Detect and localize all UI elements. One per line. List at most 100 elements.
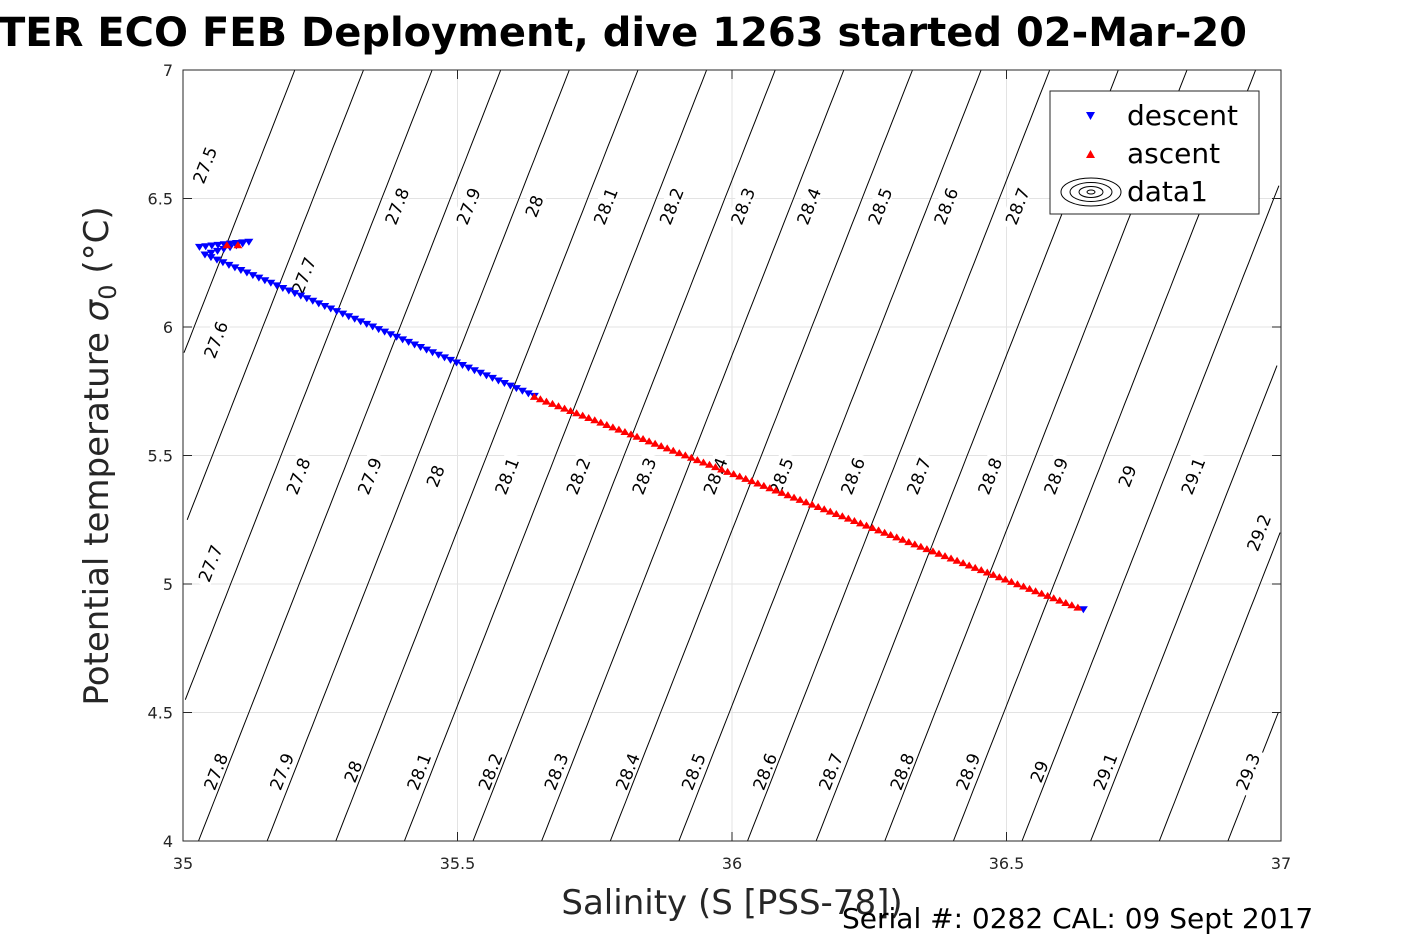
ascent-point — [892, 533, 902, 541]
ascent-point — [662, 444, 672, 452]
ascent-point — [560, 404, 570, 412]
descent-point — [374, 326, 384, 334]
y-axis-label-sub: 0 — [94, 284, 122, 299]
isopycnal-label-bg — [1241, 507, 1275, 557]
ascent-point — [632, 432, 642, 440]
descent-point — [463, 364, 473, 372]
isopycnal-label-bg — [538, 746, 573, 796]
ascent-point — [529, 392, 539, 400]
isopycnal-label-bg — [520, 190, 547, 222]
isopycnal-label-bg — [747, 746, 781, 796]
isopycnal-label-bg — [401, 746, 435, 796]
ascent-point — [1012, 580, 1022, 588]
ascent-point — [1043, 591, 1053, 599]
ascent-point — [831, 509, 841, 517]
isopycnal-label-bg — [264, 746, 298, 796]
descent-point — [248, 272, 258, 280]
descent-point — [446, 356, 456, 364]
descent-point — [487, 374, 497, 382]
ascent-point — [692, 456, 702, 464]
descent-point — [206, 254, 216, 262]
x-tick-label: 36 — [722, 854, 742, 873]
descent-point — [481, 372, 491, 380]
ascent-point — [1055, 596, 1065, 604]
ascent-point — [849, 516, 859, 524]
descent-point — [499, 380, 509, 388]
ascent-point — [771, 486, 781, 494]
ascent-point — [704, 460, 714, 468]
ascent-point — [680, 451, 690, 459]
ascent-point — [916, 542, 926, 550]
descent-point — [1078, 606, 1088, 614]
descent-point — [332, 308, 342, 316]
isopycnal-label-bg — [1175, 451, 1210, 501]
descent-point — [386, 331, 396, 339]
descent-point — [224, 261, 234, 269]
ascent-point — [1006, 577, 1016, 585]
legend-ascent-marker — [1086, 150, 1095, 158]
ascent-point — [723, 467, 733, 475]
y-tick-label: 7 — [163, 61, 173, 80]
descent-point — [452, 359, 462, 367]
y-tick-label: 6 — [163, 318, 173, 337]
ascent-point — [1067, 601, 1077, 609]
descent-point — [493, 377, 503, 385]
ascent-point — [668, 446, 678, 454]
descent-point — [212, 256, 222, 264]
ascent-point — [1073, 603, 1083, 611]
legend-box — [1049, 90, 1260, 215]
x-axis-label: Salinity (S [PSS-78]) — [561, 883, 902, 923]
descent-point — [284, 287, 294, 295]
ascent-point — [578, 411, 588, 419]
x-tick-label: 37 — [1271, 854, 1291, 873]
x-tick-label: 35.5 — [440, 854, 476, 873]
y-tick-label: 4.5 — [148, 704, 173, 723]
isopycnal-label-bg — [280, 451, 315, 501]
isopycnal-label-bg — [587, 181, 622, 231]
descent-point — [434, 351, 444, 359]
ascent-point — [566, 406, 576, 414]
y-tick-label: 5.5 — [148, 447, 173, 466]
axis-ticks: 35 35.5 36 36.5 37 4 4.5 5 5.5 6 6.5 7 — [148, 61, 1292, 873]
descent-point — [517, 387, 527, 395]
isopycnal-label-bg — [560, 451, 595, 501]
ascent-point — [1061, 598, 1071, 606]
ascent-point — [886, 531, 896, 539]
descent-point — [362, 320, 372, 328]
isopycnal-label-bg — [900, 451, 935, 501]
descent-point — [242, 269, 252, 277]
descent-point — [344, 313, 354, 321]
descent-point — [511, 385, 521, 393]
y-axis-label-main: Potential temperature — [77, 321, 117, 705]
isopycnal-label-bg — [379, 181, 413, 231]
isopycnal-label-bg — [972, 451, 1006, 501]
ascent-point — [898, 535, 908, 543]
ascent-point — [868, 524, 878, 532]
isopycnal-line — [266, 69, 570, 842]
descent-point — [422, 346, 432, 354]
isopycnal-label-bg — [1087, 746, 1122, 796]
ascent-point — [614, 425, 624, 433]
legend: descent ascent data1 — [1049, 90, 1260, 215]
descent-point — [523, 390, 533, 398]
ascent-point — [753, 479, 763, 487]
descent-point — [272, 282, 282, 290]
descent-point — [380, 328, 390, 336]
ascent-point — [1000, 575, 1010, 583]
descent-point — [404, 338, 414, 346]
descent-point — [475, 369, 485, 377]
ascent-point — [729, 470, 739, 478]
isopycnal-label-bg — [198, 314, 232, 365]
isopycnal-line — [335, 69, 639, 842]
descent-point — [398, 336, 408, 344]
ascent-point — [813, 502, 823, 510]
ascent-point — [759, 481, 769, 489]
isopycnal-label-bg — [653, 181, 688, 231]
ascent-point — [874, 526, 884, 534]
descent-point — [266, 279, 276, 287]
isopycnal-line — [183, 69, 296, 353]
ascent-point — [765, 484, 775, 492]
ascent-point — [970, 563, 980, 571]
ascent-point — [795, 495, 805, 503]
isopycnal-label-bg — [862, 181, 897, 231]
